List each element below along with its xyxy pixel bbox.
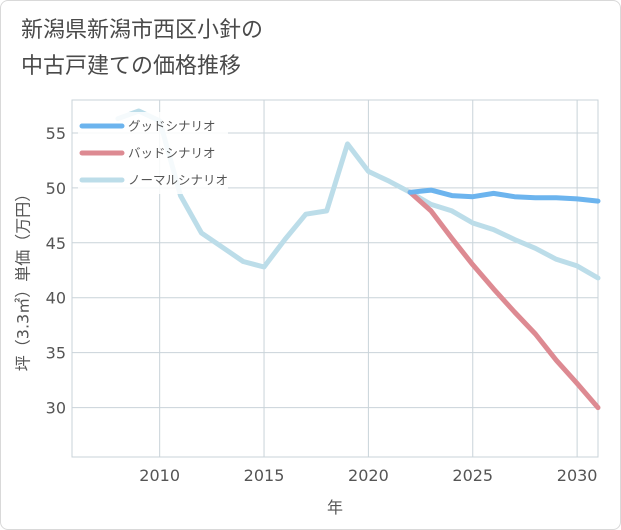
x-tick-label: 2015 xyxy=(244,466,285,485)
y-tick-label: 35 xyxy=(46,344,66,363)
legend-label: グッドシナリオ xyxy=(128,119,216,134)
series-lines xyxy=(115,108,601,411)
series-line-2 xyxy=(115,108,601,281)
legend-label: ノーマルシナリオ xyxy=(128,173,228,188)
x-axis-label: 年 xyxy=(327,498,343,517)
y-tick-label: 55 xyxy=(46,124,66,143)
series-line-0 xyxy=(407,187,601,204)
axes: 2010 2015 2020 2025 2030 30 35 40 45 50 55 xyxy=(46,124,598,485)
x-tick-label: 2020 xyxy=(348,466,389,485)
y-tick-label: 30 xyxy=(46,399,66,418)
x-tick-label: 2010 xyxy=(139,466,180,485)
legend-label: バッドシナリオ xyxy=(128,146,216,161)
y-tick-label: 50 xyxy=(46,179,66,198)
y-axis-label: 坪（3.3㎡）単価（万円） xyxy=(14,186,33,371)
y-tick-label: 40 xyxy=(46,289,66,308)
chart-title: 新潟県新潟市西区小針の 中古戸建ての価格推移 xyxy=(21,18,264,79)
series-line-1 xyxy=(407,189,601,411)
y-tick-label: 45 xyxy=(46,234,66,253)
x-tick-label: 2025 xyxy=(452,466,493,485)
x-tick-label: 2030 xyxy=(557,466,598,485)
